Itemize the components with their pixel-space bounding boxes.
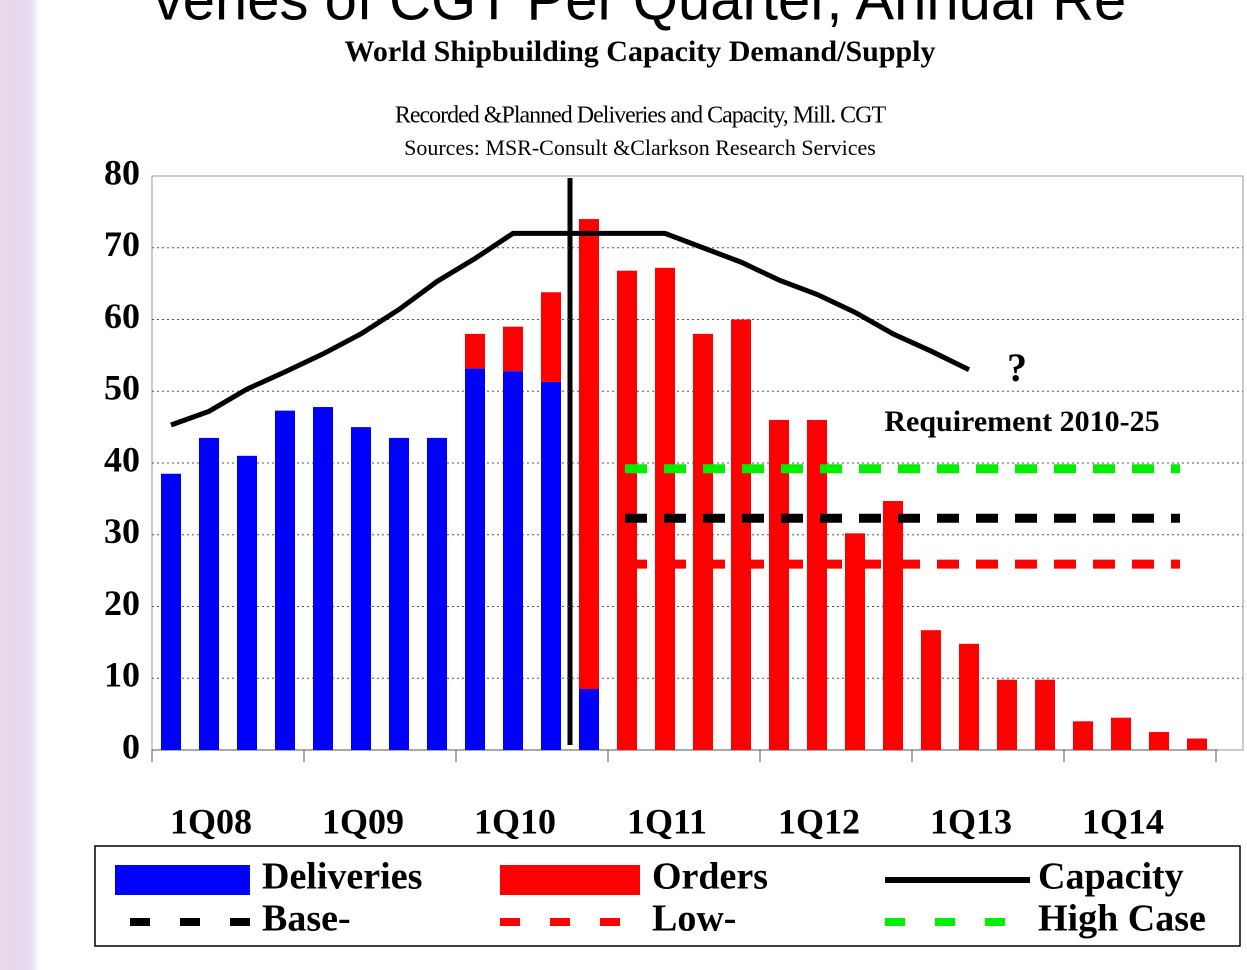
chart-source: Sources: MSR-Consult &Clarkson Research … [404,135,876,160]
legend-label: Base- [262,898,351,940]
bar [693,333,713,750]
legend-label: Low- [652,898,736,940]
y-tick-label: 30 [104,511,140,551]
y-tick-label: 40 [104,439,140,479]
legend-label: Orders [652,856,768,898]
bar [579,689,599,750]
bar [997,679,1017,750]
bar [275,410,295,750]
x-tick-label: 1Q08 [170,801,252,841]
bar [921,630,941,750]
bar [161,473,181,750]
bar [427,437,447,750]
bar [1149,732,1169,750]
bar [1073,721,1093,750]
x-tick-label: 1Q09 [322,801,404,841]
y-tick-label: 70 [104,224,140,264]
x-tick-label: 1Q11 [627,801,707,841]
bar [541,381,561,750]
x-tick-label: 1Q14 [1082,801,1164,841]
legend-label: Capacity [1038,856,1184,898]
x-tick-label: 1Q12 [778,801,860,841]
legend-label: High Case [1038,898,1206,940]
bar [465,333,485,369]
bar [1035,679,1055,750]
bar [845,533,865,750]
x-tick-label: 1Q10 [474,801,556,841]
legend-swatch [115,865,250,895]
bar [389,437,409,750]
bar [1111,717,1131,750]
y-tick-label: 80 [104,152,140,192]
y-tick-label: 50 [104,368,140,408]
bar [541,292,561,382]
bar [617,270,637,750]
annotation: ? [1007,345,1027,390]
bar [807,419,827,750]
legend-label: Deliveries [262,856,422,898]
y-tick-label: 20 [104,583,140,623]
bar [1187,738,1207,750]
bar [883,501,903,750]
bar [237,455,257,750]
bar [731,319,751,750]
bar [351,427,371,750]
legend-box [94,845,1241,947]
bar [199,437,219,750]
bar [579,219,599,690]
chart-subtitle: Recorded &Planned Deliveries and Capacit… [395,103,887,129]
bar [769,419,789,750]
y-tick-label: 0 [122,726,140,766]
bar [655,267,675,750]
page-header: veries of CGT Per Quarter, Annual Re [154,0,1127,32]
y-tick-label: 60 [104,296,140,336]
bar [503,326,523,372]
capacity-line [170,230,971,428]
x-tick-label: 1Q13 [930,801,1012,841]
chart-title: World Shipbuilding Capacity Demand/Suppl… [344,35,935,68]
annotation: Requirement 2010-25 [884,405,1159,438]
y-tick-label: 10 [104,655,140,695]
bar [959,643,979,750]
legend-swatch [500,865,640,895]
bar [465,368,485,750]
bar [503,371,523,750]
bar [313,407,333,750]
